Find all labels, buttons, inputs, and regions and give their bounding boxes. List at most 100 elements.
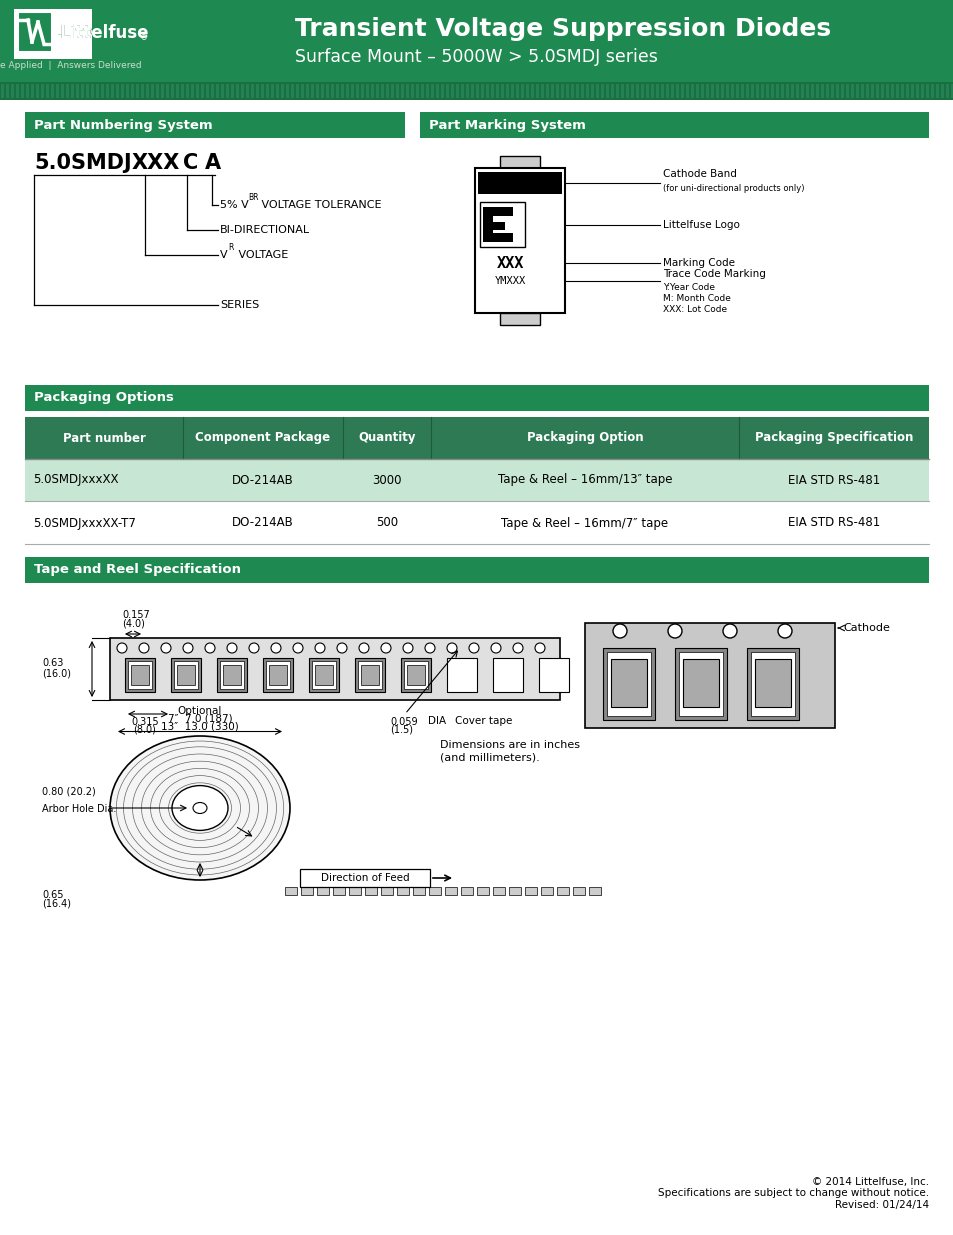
Bar xyxy=(835,84,838,98)
Bar xyxy=(440,84,443,98)
Bar xyxy=(357,661,381,689)
Text: Packaging Option: Packaging Option xyxy=(526,431,642,445)
Bar xyxy=(386,84,389,98)
Ellipse shape xyxy=(172,785,228,830)
Bar xyxy=(146,84,149,98)
Bar xyxy=(131,664,149,685)
Bar xyxy=(471,84,474,98)
Text: EIA STD RS-481: EIA STD RS-481 xyxy=(787,473,880,487)
Bar xyxy=(444,887,456,895)
Bar xyxy=(96,84,99,98)
Bar xyxy=(420,84,423,98)
Text: Marking Code: Marking Code xyxy=(662,258,734,268)
Circle shape xyxy=(271,643,281,653)
Circle shape xyxy=(293,643,303,653)
Circle shape xyxy=(205,643,214,653)
Bar xyxy=(116,84,119,98)
Bar xyxy=(266,661,290,689)
Bar xyxy=(41,84,44,98)
Bar xyxy=(111,84,113,98)
Bar xyxy=(670,84,673,98)
Bar xyxy=(16,84,19,98)
Circle shape xyxy=(667,624,681,638)
Bar xyxy=(775,84,779,98)
Bar xyxy=(685,84,688,98)
Bar xyxy=(754,659,790,706)
Bar xyxy=(740,84,743,98)
Text: ®: ® xyxy=(140,33,148,42)
Text: Surface Mount – 5000W > 5.0SMDJ series: Surface Mount – 5000W > 5.0SMDJ series xyxy=(294,48,658,65)
Bar xyxy=(451,84,454,98)
Bar xyxy=(326,84,329,98)
Bar xyxy=(915,84,918,98)
Bar xyxy=(299,869,430,887)
Circle shape xyxy=(424,643,435,653)
Text: Littelfuse: Littelfuse xyxy=(58,33,64,35)
Text: (16.4): (16.4) xyxy=(42,899,71,909)
Bar xyxy=(380,887,393,895)
Circle shape xyxy=(402,643,413,653)
Bar xyxy=(465,84,469,98)
Circle shape xyxy=(778,624,791,638)
Text: Part Marking System: Part Marking System xyxy=(429,119,585,131)
Text: BI-DIRECTIONAL: BI-DIRECTIONAL xyxy=(220,225,310,235)
Bar xyxy=(610,659,646,706)
Bar xyxy=(890,84,893,98)
Text: Tape and Reel Specification: Tape and Reel Specification xyxy=(34,563,241,577)
Bar xyxy=(91,84,94,98)
Bar xyxy=(11,84,14,98)
Bar xyxy=(206,84,209,98)
Bar xyxy=(286,84,289,98)
Bar xyxy=(536,84,538,98)
Bar xyxy=(505,84,509,98)
Bar xyxy=(845,84,848,98)
Circle shape xyxy=(491,643,500,653)
Bar xyxy=(171,84,173,98)
Bar xyxy=(416,84,418,98)
Bar xyxy=(411,84,414,98)
Bar xyxy=(509,887,520,895)
Bar xyxy=(821,84,823,98)
Bar xyxy=(71,84,74,98)
Circle shape xyxy=(249,643,258,653)
Bar xyxy=(945,84,948,98)
Bar xyxy=(616,84,618,98)
Bar xyxy=(656,84,659,98)
Text: © 2014 Littelfuse, Inc.
Specifications are subject to change without notice.
Rev: © 2014 Littelfuse, Inc. Specifications a… xyxy=(658,1177,928,1210)
Circle shape xyxy=(358,643,369,653)
Text: Component Package: Component Package xyxy=(195,431,331,445)
Bar xyxy=(920,84,923,98)
Bar xyxy=(540,887,553,895)
Bar xyxy=(496,84,498,98)
Bar xyxy=(545,84,548,98)
Bar xyxy=(477,172,561,194)
Bar xyxy=(86,84,89,98)
Bar xyxy=(400,658,431,692)
Bar xyxy=(585,84,588,98)
Text: 0.157: 0.157 xyxy=(122,610,150,620)
Bar xyxy=(186,84,189,98)
Text: Expertise Applied  |  Answers Delivered: Expertise Applied | Answers Delivered xyxy=(0,62,141,70)
Text: 3000: 3000 xyxy=(372,473,401,487)
Bar xyxy=(121,84,124,98)
Bar xyxy=(880,84,883,98)
Bar xyxy=(6,84,9,98)
Bar xyxy=(275,84,278,98)
Text: XXX: XXX xyxy=(496,256,523,270)
Circle shape xyxy=(314,643,325,653)
Bar xyxy=(456,84,458,98)
Bar xyxy=(195,84,199,98)
Bar xyxy=(76,84,79,98)
Text: C: C xyxy=(183,153,198,173)
Text: 13″  13.0 (330): 13″ 13.0 (330) xyxy=(161,721,238,731)
Bar xyxy=(680,84,683,98)
Text: 0.315: 0.315 xyxy=(132,718,158,727)
Bar xyxy=(128,661,152,689)
Bar xyxy=(429,887,440,895)
Bar xyxy=(640,84,643,98)
Bar xyxy=(625,84,628,98)
Circle shape xyxy=(469,643,478,653)
Bar xyxy=(215,84,219,98)
Bar xyxy=(426,84,429,98)
Bar xyxy=(610,84,614,98)
